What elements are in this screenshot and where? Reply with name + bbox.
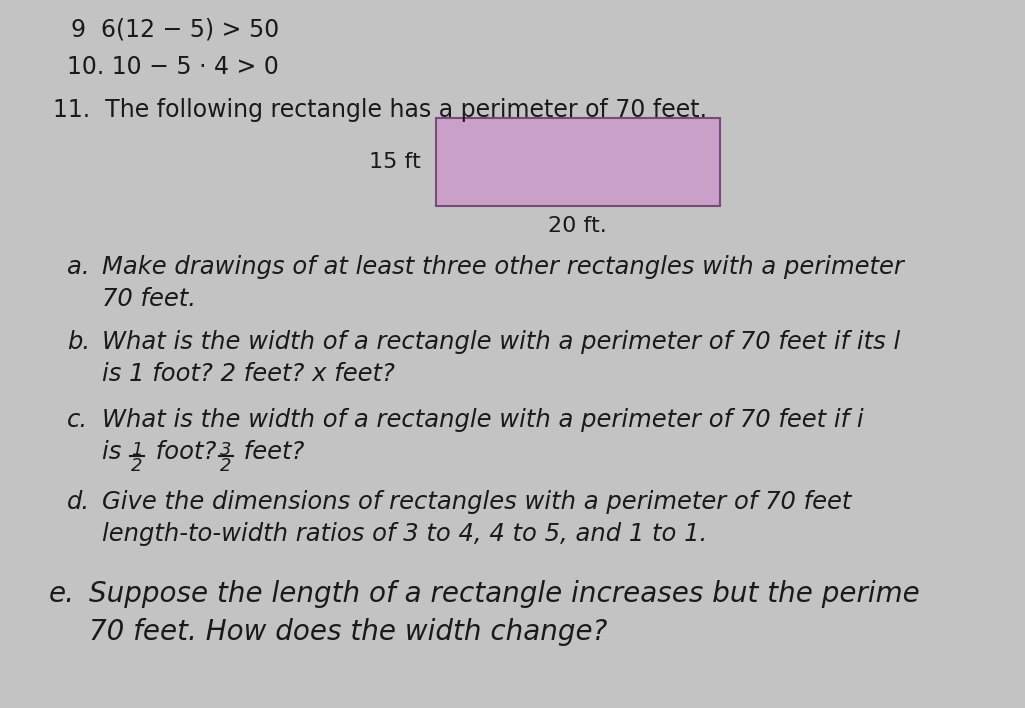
Text: 70 feet. How does the width change?: 70 feet. How does the width change? <box>89 618 607 646</box>
Text: 2: 2 <box>131 457 142 475</box>
Text: 9  6(12 − 5) > 50: 9 6(12 − 5) > 50 <box>71 18 280 42</box>
Text: 15 ft: 15 ft <box>369 152 420 172</box>
Text: b.: b. <box>67 330 90 354</box>
Text: 1: 1 <box>131 441 142 459</box>
Text: 2: 2 <box>220 457 232 475</box>
Text: 3: 3 <box>220 441 232 459</box>
Text: Suppose the length of a rectangle increases but the perime: Suppose the length of a rectangle increa… <box>89 580 919 608</box>
Text: Give the dimensions of rectangles with a perimeter of 70 feet: Give the dimensions of rectangles with a… <box>102 490 852 514</box>
Text: is: is <box>102 440 129 464</box>
Text: What is the width of a rectangle with a perimeter of 70 feet if i: What is the width of a rectangle with a … <box>102 408 864 432</box>
Text: a.: a. <box>67 255 89 279</box>
Text: d.: d. <box>67 490 90 514</box>
Text: Make drawings of at least three other rectangles with a perimeter: Make drawings of at least three other re… <box>102 255 904 279</box>
Text: e.: e. <box>49 580 75 608</box>
Text: foot?: foot? <box>148 440 223 464</box>
Text: c.: c. <box>67 408 88 432</box>
Bar <box>436 118 720 206</box>
Text: 70 feet.: 70 feet. <box>102 287 196 311</box>
Text: 20 ft.: 20 ft. <box>548 216 607 236</box>
Text: 10. 10 − 5 · 4 > 0: 10. 10 − 5 · 4 > 0 <box>67 55 279 79</box>
Text: is 1 foot? 2 feet? x feet?: is 1 foot? 2 feet? x feet? <box>102 362 395 386</box>
Text: length-to-width ratios of 3 to 4, 4 to 5, and 1 to 1.: length-to-width ratios of 3 to 4, 4 to 5… <box>102 522 707 546</box>
Text: What is the width of a rectangle with a perimeter of 70 feet if its l: What is the width of a rectangle with a … <box>102 330 901 354</box>
Text: feet?: feet? <box>237 440 304 464</box>
Text: 11.  The following rectangle has a perimeter of 70 feet.: 11. The following rectangle has a perime… <box>53 98 707 122</box>
